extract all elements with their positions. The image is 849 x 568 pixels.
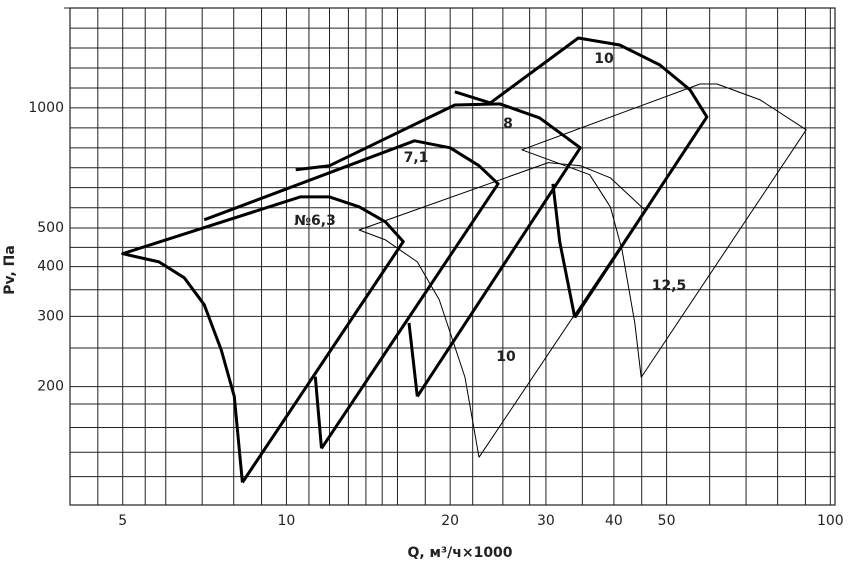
x-tick-label: 40 <box>605 513 623 529</box>
fan-curve <box>121 195 405 484</box>
x-axis-label: Q, м³/ч×1000 <box>407 545 512 561</box>
y-tick-label: 400 <box>37 259 64 275</box>
x-tick-label: 20 <box>441 513 459 529</box>
fan-curve <box>295 102 582 398</box>
x-tick-label: 30 <box>537 513 555 529</box>
fan-curve <box>203 139 500 450</box>
y-tick-label: 300 <box>37 308 64 324</box>
fan-curve <box>521 83 807 378</box>
fan-curve <box>454 36 709 319</box>
x-tick-label: 10 <box>278 513 296 529</box>
x-tick-label: 50 <box>658 513 676 529</box>
x-tick-label: 100 <box>817 513 844 529</box>
y-tick-label: 500 <box>37 220 64 236</box>
fan-curve <box>358 162 646 458</box>
curve-label: 10 <box>594 51 614 67</box>
y-axis-label: Pv, Па <box>2 245 18 295</box>
y-tick-label: 1000 <box>28 100 64 116</box>
curve-label: №6,3 <box>294 213 336 229</box>
curve-label: 7,1 <box>404 150 429 166</box>
curve-label: 10 <box>496 349 516 365</box>
plot-frame <box>69 7 836 506</box>
curve-label: 12,5 <box>652 278 687 294</box>
y-tick-label: 200 <box>37 379 64 395</box>
curve-label: 8 <box>503 116 513 132</box>
x-tick-label: 5 <box>118 513 127 529</box>
